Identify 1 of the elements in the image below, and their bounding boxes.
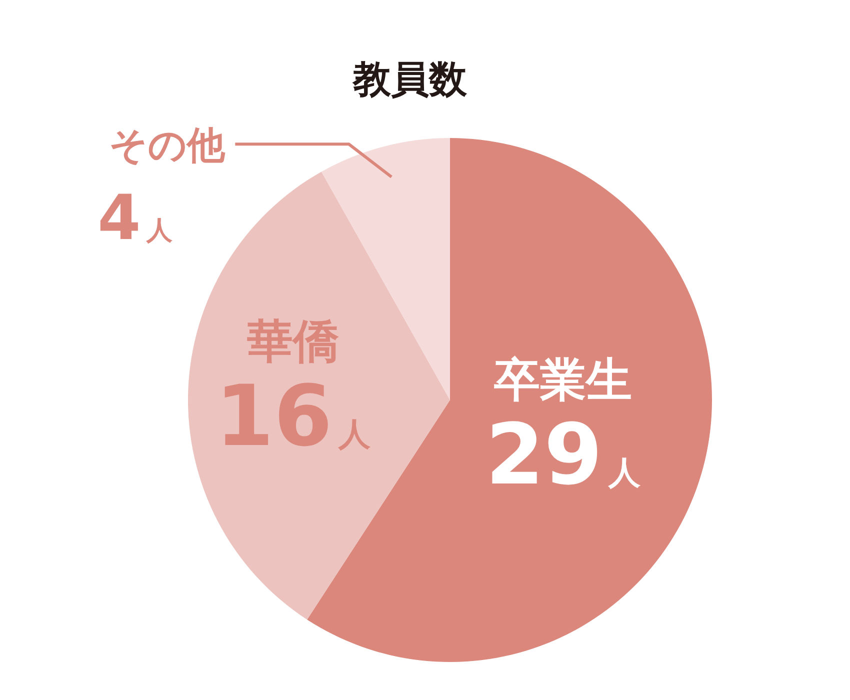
title: 教員数 (353, 57, 467, 101)
